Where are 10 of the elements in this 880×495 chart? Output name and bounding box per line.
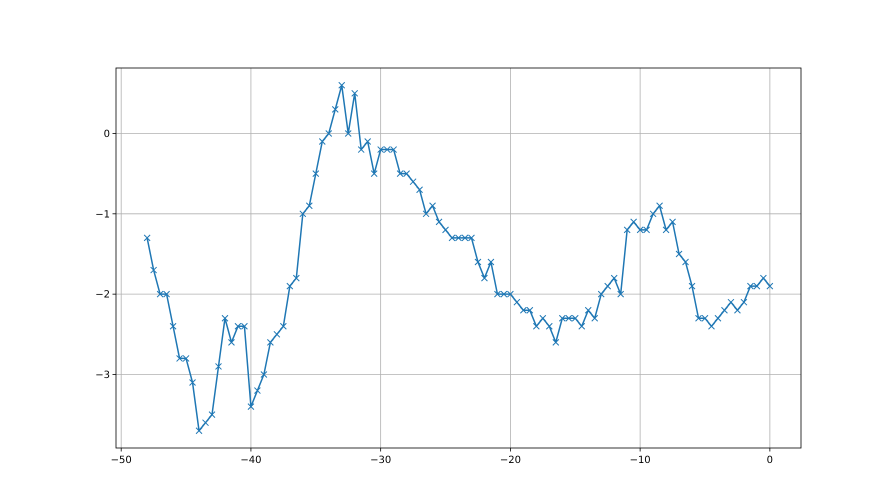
y-tick-label: −3 — [95, 370, 110, 381]
y-tick-label: 0 — [104, 128, 110, 140]
y-tick-label: −2 — [95, 290, 110, 301]
x-tick-label: −30 — [370, 455, 392, 466]
x-tick-label: −50 — [110, 455, 132, 466]
y-tick-label: −1 — [95, 209, 110, 220]
x-tick-label: −10 — [630, 455, 651, 466]
x-tick-label: −40 — [240, 455, 262, 466]
x-tick-label: −20 — [500, 455, 521, 466]
x-tick-label: 0 — [766, 455, 774, 466]
